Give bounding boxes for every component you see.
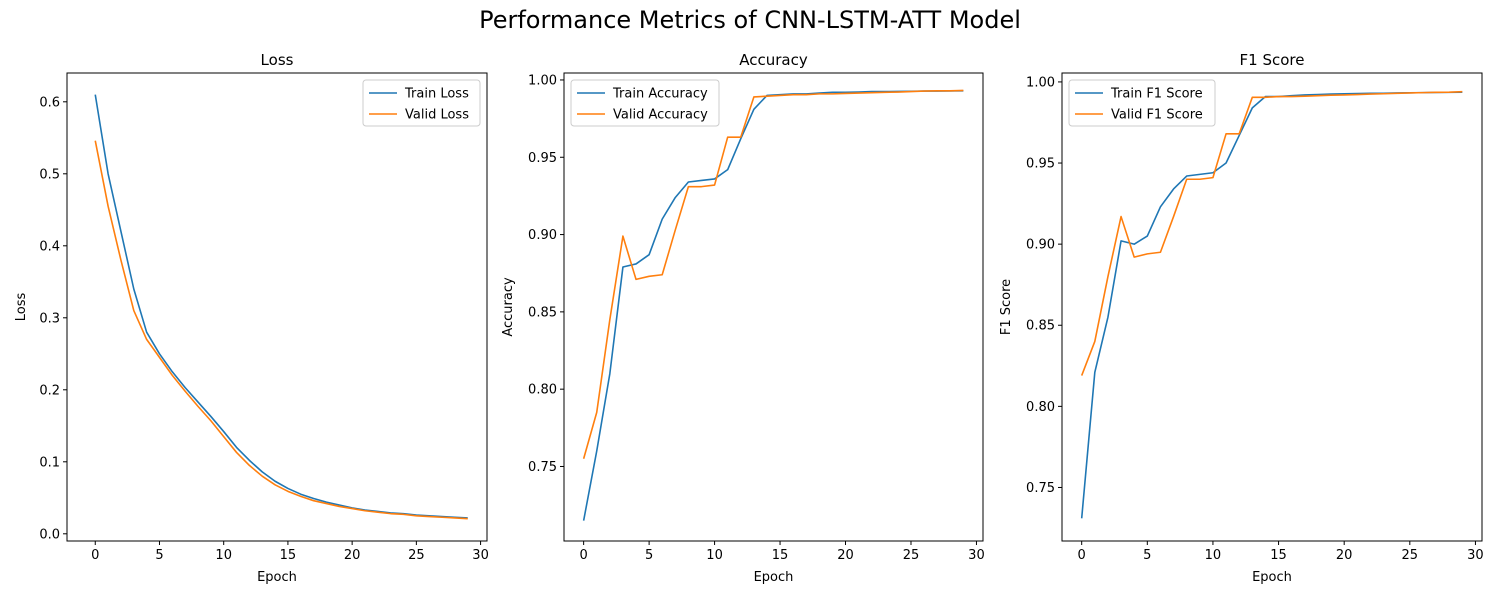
x-tick-label: 25 [903, 548, 920, 563]
legend-box [1068, 79, 1216, 127]
y-tick-label: 0.0 [39, 527, 60, 542]
x-axis-label: Epoch [754, 570, 794, 585]
panel-title: F1 Score [1240, 51, 1305, 69]
y-tick-label: 1.00 [528, 73, 557, 88]
y-axis-label: Loss [14, 293, 29, 322]
legend: Train F1 Score Valid F1 Score [1068, 79, 1216, 127]
x-tick-label: 20 [1336, 548, 1353, 563]
x-tick-label: 0 [580, 548, 588, 563]
y-tick-label: 1.00 [1026, 75, 1055, 90]
y-tick-label: 0.3 [39, 311, 60, 326]
panel-title: Accuracy [739, 51, 808, 69]
x-tick-label: 25 [1402, 548, 1419, 563]
y-tick-label: 0.75 [1026, 481, 1055, 496]
y-tick-label: 0.85 [1026, 319, 1055, 334]
y-tick-label: 0.6 [39, 95, 60, 110]
series-line-valid-f1-score [1080, 90, 1463, 376]
series-line-train-loss [94, 94, 468, 519]
x-tick-label: 10 [706, 548, 723, 563]
x-tick-label: 30 [968, 548, 985, 563]
x-tick-label: 25 [408, 548, 425, 563]
panel-2: Accuracy 0 5 10 15 20 25 30 0.75 0.80 0.85 0.90 0.95… [501, 51, 985, 585]
legend: Train Loss Valid Loss [362, 79, 481, 127]
y-tick-label: 0.95 [1026, 157, 1055, 172]
y-axis-label: Accuracy [501, 277, 516, 337]
y-tick-label: 0.2 [39, 383, 60, 398]
y-tick-label: 0.4 [39, 239, 60, 254]
x-tick-label: 30 [472, 548, 489, 563]
x-tick-label: 15 [280, 548, 297, 563]
y-tick-label: 0.1 [39, 455, 60, 470]
x-tick-label: 30 [1467, 548, 1484, 563]
legend-label: Valid F1 Score [1111, 108, 1203, 123]
y-tick-label: 0.80 [1026, 400, 1055, 415]
series-line-train-f1-score [1080, 91, 1463, 519]
legend-label: Valid Accuracy [613, 108, 708, 123]
x-tick-label: 0 [1078, 548, 1086, 563]
panel-title: Loss [261, 51, 294, 69]
y-tick-label: 0.90 [1026, 238, 1055, 253]
legend-label: Train Accuracy [612, 87, 708, 102]
x-tick-label: 5 [645, 548, 653, 563]
panel-3: F1 Score 0 5 10 15 20 25 30 0.75 0.80 0.85 0.90 0.95… [999, 51, 1484, 585]
y-axis-label: F1 Score [999, 279, 1014, 335]
x-tick-label: 5 [1143, 548, 1151, 563]
x-tick-label: 5 [155, 548, 163, 563]
legend-label: Train Loss [404, 87, 469, 102]
legend-box [570, 79, 720, 127]
series-line-valid-loss [94, 140, 468, 520]
x-axis-label: Epoch [257, 570, 297, 585]
plot-frame [1061, 72, 1483, 542]
x-tick-label: 0 [91, 548, 99, 563]
y-tick-label: 0.90 [528, 228, 557, 243]
legend-label: Valid Loss [405, 108, 469, 123]
x-tick-label: 20 [837, 548, 854, 563]
y-tick-label: 0.85 [528, 305, 557, 320]
series-line-train-accuracy [582, 89, 964, 521]
legend: Train Accuracy Valid Accuracy [570, 79, 720, 127]
figure-title: Performance Metrics of CNN-LSTM-ATT Mode… [479, 6, 1021, 34]
x-tick-label: 20 [344, 548, 361, 563]
plot-frame [66, 72, 488, 542]
y-tick-label: 0.75 [528, 460, 557, 475]
x-tick-label: 10 [1205, 548, 1222, 563]
x-axis-label: Epoch [1252, 570, 1292, 585]
series-line-valid-accuracy [582, 89, 964, 459]
y-tick-label: 0.5 [39, 167, 60, 182]
y-tick-label: 0.95 [528, 151, 557, 166]
plot-frame [563, 72, 984, 542]
panel-1: Loss 0 5 10 15 20 25 30 0.0 0.1 0.2 0.3 0.4 0.5 0.6 Epo… [14, 51, 489, 585]
y-tick-label: 0.80 [528, 383, 557, 398]
legend-label: Train F1 Score [1110, 87, 1203, 102]
x-tick-label: 15 [1270, 548, 1287, 563]
x-tick-label: 10 [215, 548, 232, 563]
x-tick-label: 15 [772, 548, 789, 563]
